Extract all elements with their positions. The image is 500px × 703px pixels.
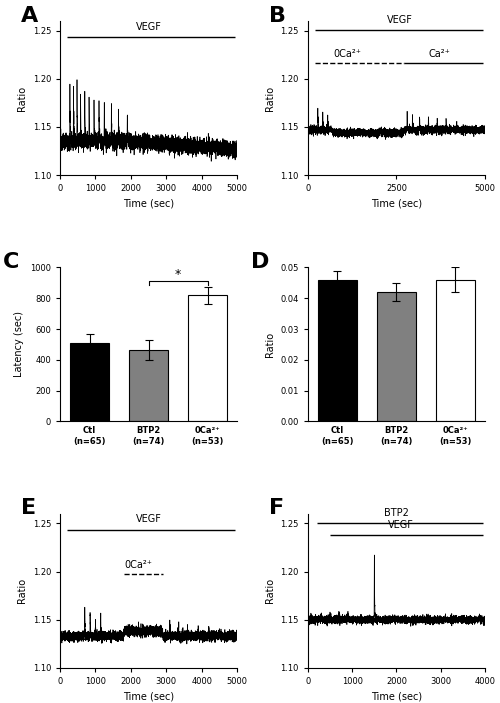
Text: 0Ca²⁺: 0Ca²⁺ [333,49,361,58]
Bar [70,343,108,422]
Text: VEGF: VEGF [136,22,162,32]
Y-axis label: Ratio: Ratio [265,86,275,110]
Text: B: B [269,6,286,26]
Bar [436,280,474,422]
Text: VEGF: VEGF [136,515,162,524]
Text: D: D [252,252,270,272]
Bar [378,292,416,422]
Text: A: A [21,6,38,26]
Text: 0Ca²⁺: 0Ca²⁺ [124,560,152,569]
Text: F: F [269,498,284,518]
X-axis label: Time (sec): Time (sec) [371,199,422,209]
X-axis label: Time (sec): Time (sec) [123,692,174,702]
Y-axis label: Latency (sec): Latency (sec) [14,311,24,378]
Text: Ca²⁺: Ca²⁺ [428,49,450,58]
Text: C: C [4,252,20,272]
Y-axis label: Ratio: Ratio [17,579,27,603]
Bar [130,350,168,422]
Y-axis label: Ratio: Ratio [17,86,27,110]
X-axis label: Time (sec): Time (sec) [371,692,422,702]
Text: BTP2: BTP2 [384,508,409,517]
X-axis label: Time (sec): Time (sec) [123,199,174,209]
Bar [318,280,356,422]
Y-axis label: Ratio: Ratio [265,332,275,357]
Bar [188,295,227,422]
Text: E: E [21,498,36,518]
Text: *: * [175,268,181,280]
Text: VEGF: VEGF [387,15,413,25]
Y-axis label: Ratio: Ratio [265,579,275,603]
Text: VEGF: VEGF [388,520,414,530]
